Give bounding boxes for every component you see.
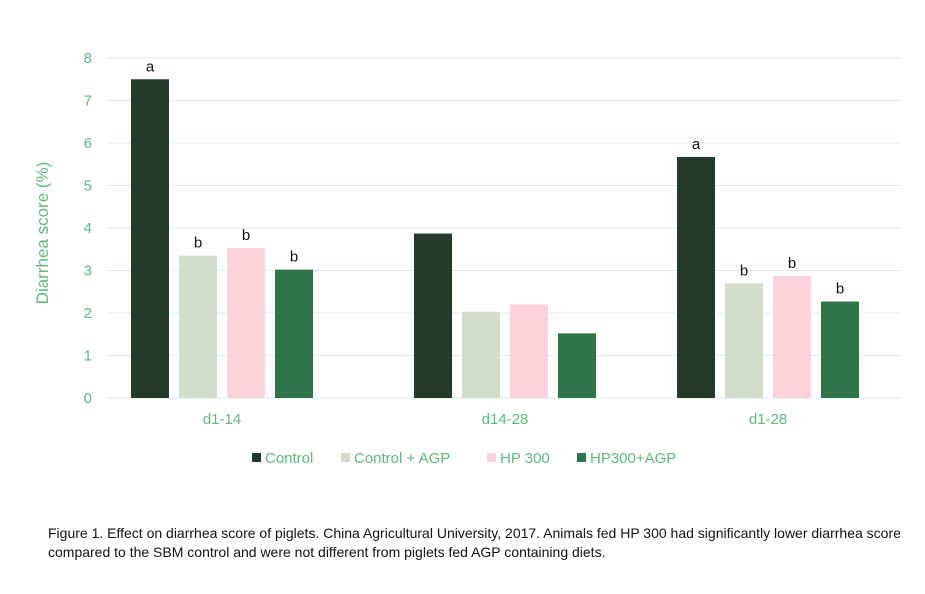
y-tick-label: 8	[84, 50, 92, 67]
legend-item: Control + AGP	[341, 450, 450, 467]
y-tick-label: 2	[84, 305, 92, 322]
bar	[131, 79, 169, 398]
bars	[131, 79, 859, 398]
significance-labels: a b b b a b b b	[146, 58, 844, 297]
bar	[558, 333, 596, 398]
y-tick-label: 0	[84, 390, 92, 407]
significance-label: b	[194, 235, 202, 252]
bar	[725, 283, 763, 398]
significance-label: b	[242, 227, 250, 244]
significance-label: a	[146, 58, 155, 75]
legend-swatch	[487, 453, 496, 462]
bar	[179, 255, 217, 398]
legend-item: HP 300	[487, 450, 550, 467]
bar	[510, 304, 548, 398]
legend: Control Control + AGP HP 300 HP300+AGP	[252, 450, 676, 467]
bar-chart: 0 1 2 3 4 5 6 7 8 a b b b a b b b d1-14 d14-28 d1-28 Cont…	[33, 50, 900, 467]
x-category-label: d1-14	[203, 411, 241, 428]
legend-item: Control	[252, 450, 313, 467]
legend-swatch	[252, 453, 261, 462]
significance-label: b	[290, 249, 298, 266]
legend-item: HP300+AGP	[577, 450, 676, 467]
bar	[773, 276, 811, 398]
significance-label: b	[836, 281, 844, 298]
y-tick-label: 1	[84, 348, 92, 365]
y-tick-label: 7	[84, 93, 92, 110]
bar	[677, 157, 715, 398]
x-category-label: d1-28	[749, 411, 787, 428]
legend-label: Control	[265, 450, 313, 467]
y-tick-label: 4	[84, 220, 92, 237]
bar	[275, 269, 313, 398]
y-tick-label: 6	[84, 135, 92, 152]
y-tick-label: 3	[84, 263, 92, 280]
legend-swatch	[341, 453, 350, 462]
bar	[227, 247, 265, 398]
legend-label: HP300+AGP	[590, 450, 676, 467]
significance-label: b	[740, 262, 748, 279]
legend-label: Control + AGP	[354, 450, 450, 467]
legend-label: HP 300	[500, 450, 550, 467]
y-tick-label: 5	[84, 178, 92, 195]
y-axis-label: Diarrhea score (%)	[33, 162, 52, 305]
bar	[462, 311, 500, 398]
x-category-label: d14-28	[482, 411, 529, 428]
figure-caption: Figure 1. Effect on diarrhea score of pi…	[48, 525, 901, 560]
legend-swatch	[577, 453, 586, 462]
significance-label: a	[692, 136, 701, 153]
x-axis-categories: d1-14 d14-28 d1-28	[203, 411, 787, 428]
significance-label: b	[788, 255, 796, 272]
y-axis-ticks: 0 1 2 3 4 5 6 7 8	[84, 50, 92, 407]
bar	[414, 233, 452, 398]
bar	[821, 301, 859, 398]
